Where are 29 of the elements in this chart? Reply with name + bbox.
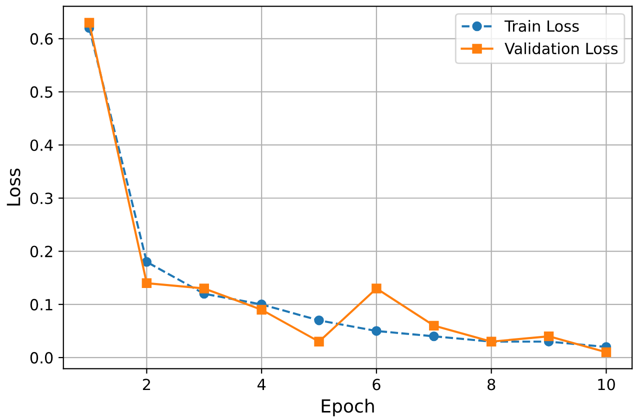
x-tick-label: 10 [598, 378, 615, 390]
legend-label: Train Loss [504, 20, 579, 32]
y-tick-label: 0.6 [30, 33, 53, 45]
y-tick-label: 0.3 [30, 192, 52, 204]
point [142, 278, 152, 288]
legend-label: Validation Loss [504, 42, 618, 54]
point [314, 316, 324, 326]
x-tick-label: 2 [142, 378, 150, 390]
point [142, 257, 152, 267]
point [256, 304, 266, 315]
x-tick-label: 6 [372, 378, 380, 390]
y-tick-label: 0.1 [30, 298, 52, 310]
point [429, 320, 439, 331]
y-tick-label: 0.2 [30, 246, 52, 258]
x-axis-title: Epoch [322, 398, 374, 416]
point [372, 326, 382, 336]
x-tick-label: 8 [488, 378, 496, 390]
y-tick-label: 0.5 [30, 86, 52, 98]
y-axis-title: Loss [6, 168, 20, 206]
point [601, 347, 612, 358]
y-tick-label: 0.0 [30, 352, 53, 364]
y-tick-label: 0.4 [30, 139, 53, 152]
point [199, 284, 209, 294]
point [84, 18, 94, 28]
point [314, 336, 324, 346]
point [544, 331, 554, 342]
point [372, 284, 382, 294]
x-tick-label: 4 [257, 378, 266, 390]
point [429, 331, 439, 342]
